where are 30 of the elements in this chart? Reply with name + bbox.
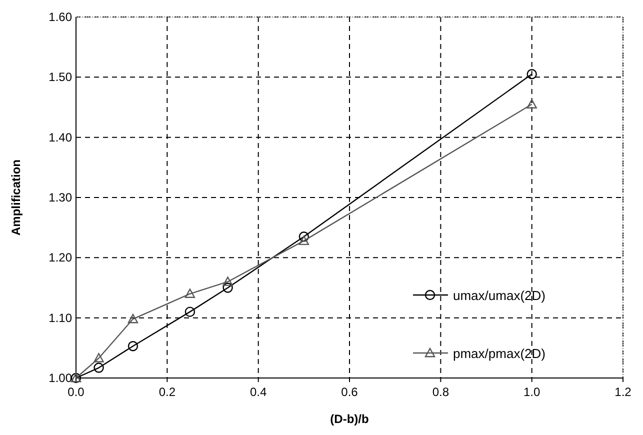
point [222, 282, 233, 293]
point [184, 306, 196, 317]
point [94, 353, 104, 362]
x-tick-label: 0.4 [250, 385, 267, 399]
x-tick-label: 0.8 [432, 385, 450, 399]
y-tick-label: 1.50 [48, 70, 72, 84]
y-axis-title: Amplification [9, 159, 23, 236]
y-tick-label: 1.20 [48, 250, 72, 265]
y-tick-label: 1.10 [48, 310, 72, 325]
x-tick-label: 0.6 [341, 385, 358, 399]
x-tick-label: 1.0 [523, 385, 540, 399]
x-axis-title: (D-b)/b [330, 412, 369, 426]
point [526, 69, 537, 80]
point [128, 341, 138, 352]
point [184, 288, 196, 298]
x-tick-label: 0.0 [68, 385, 85, 399]
legend-label: umax/umax(2D) [453, 288, 546, 303]
point [222, 276, 233, 286]
legend-label: pmax/pmax(2D) [453, 346, 546, 361]
point [128, 314, 138, 324]
y-tick-label: 1.30 [48, 190, 72, 204]
x-tick-label: 0.2 [158, 385, 176, 399]
y-tick-label: 1.60 [48, 10, 72, 24]
point [94, 362, 104, 373]
x-tick-label: 1.2 [614, 385, 632, 399]
point [526, 99, 537, 108]
point [298, 232, 310, 242]
y-tick-label: 1.40 [48, 130, 72, 144]
point [298, 236, 310, 246]
y-tick-label: 1.00 [48, 371, 72, 385]
